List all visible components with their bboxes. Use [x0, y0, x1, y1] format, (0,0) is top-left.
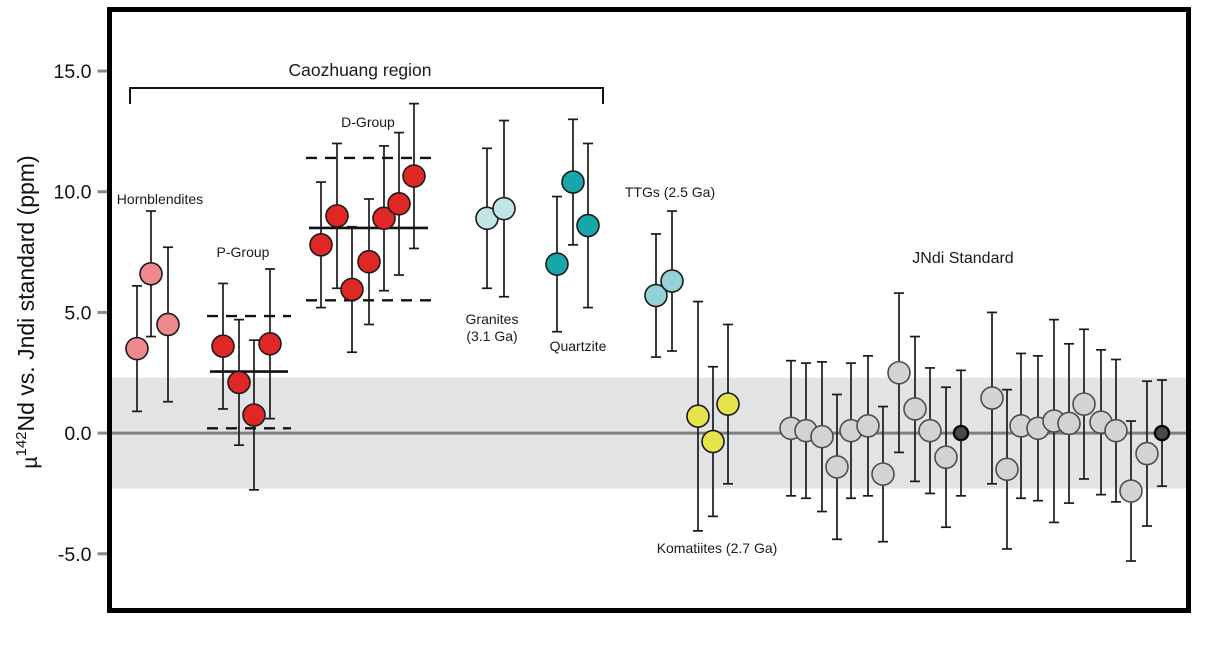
data-point — [387, 191, 411, 216]
data-point — [211, 334, 235, 359]
region-bracket — [129, 87, 604, 104]
data-point — [716, 392, 740, 416]
data-point — [1104, 418, 1128, 443]
group-label: D-Group — [341, 114, 395, 130]
data-point — [576, 213, 600, 238]
group-label: TTGs (2.5 Ga) — [625, 184, 715, 200]
group-ttgs: TTGs (2.5 Ga) — [625, 184, 715, 358]
data-point — [125, 336, 149, 361]
data-point-dark — [1153, 424, 1171, 442]
data-point — [325, 204, 349, 228]
y-axis-tick-label: 10.0 — [54, 182, 92, 204]
group-granites: Granites(3.1 Ga) — [466, 119, 519, 344]
group-quartzite: Quartzite — [545, 118, 607, 354]
data-point — [156, 312, 180, 337]
group-d-group: D-Group — [306, 102, 431, 354]
data-point — [492, 196, 516, 221]
data-point — [227, 370, 251, 395]
y-axis-title: µ142Nd vs. Jndi standard (ppm) — [13, 155, 42, 468]
y-axis-tick-label: 0.0 — [64, 423, 91, 445]
group-label: Komatiites (2.7 Ga) — [657, 540, 778, 556]
y-axis-tick-label: 15.0 — [54, 61, 92, 83]
data-point — [258, 331, 282, 356]
data-point — [887, 360, 911, 385]
data-point — [660, 269, 684, 293]
data-point — [402, 164, 426, 188]
data-point — [242, 403, 266, 427]
group-hornblendites: Hornblendites — [117, 191, 203, 413]
data-point — [644, 283, 668, 308]
data-point — [372, 206, 396, 231]
data-point-dark — [952, 424, 970, 442]
region-bracket-label: Caozhuang region — [288, 60, 431, 80]
data-point — [1057, 411, 1081, 436]
group-label: P-Group — [217, 244, 270, 260]
data-point — [139, 261, 163, 286]
data-point — [686, 404, 710, 429]
data-point — [856, 414, 880, 438]
group-komatiites: Komatiites (2.7 Ga) — [657, 300, 778, 556]
data-point — [340, 277, 364, 302]
data-point — [1135, 441, 1159, 466]
data-point — [1072, 392, 1096, 416]
data-point — [357, 249, 381, 274]
y-axis-tick-label: 5.0 — [64, 302, 91, 324]
data-point — [1119, 479, 1143, 503]
data-point — [871, 462, 895, 486]
y-axis-tick-label: -5.0 — [58, 544, 92, 566]
group-label: Granites — [466, 311, 519, 327]
group-label: JNdi Standard — [912, 250, 1013, 267]
data-point — [825, 455, 849, 479]
data-point — [309, 233, 333, 257]
data-point — [918, 418, 942, 443]
group-label: Quartzite — [550, 338, 607, 354]
group-p-group: P-Group — [207, 244, 291, 491]
data-point — [995, 457, 1019, 482]
data-point — [701, 429, 725, 454]
plot-frame — [107, 7, 1191, 613]
data-point — [903, 397, 927, 421]
group-label: (3.1 Ga) — [466, 328, 517, 344]
data-point — [980, 386, 1004, 410]
group-jndi-standard: JNdi Standard — [779, 250, 1171, 562]
data-point — [545, 252, 569, 276]
data-point — [561, 170, 585, 194]
data-point — [810, 424, 834, 449]
group-label: Hornblendites — [117, 191, 203, 207]
data-point — [934, 445, 958, 470]
